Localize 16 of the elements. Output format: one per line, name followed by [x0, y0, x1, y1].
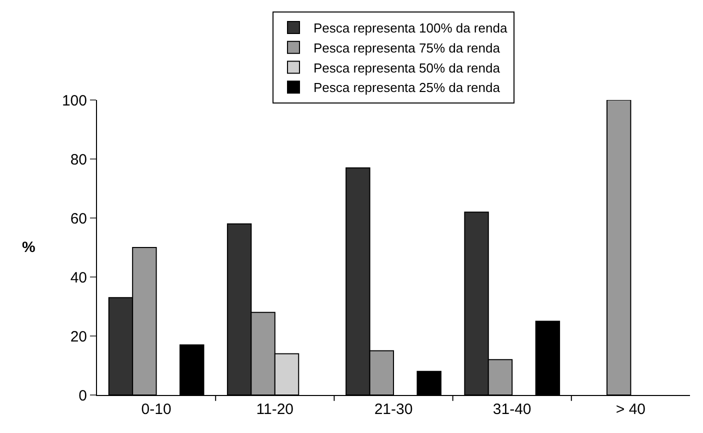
y-tick-label: 0 — [78, 387, 87, 404]
x-tick-label: 11-20 — [256, 401, 294, 418]
legend-label: Pesca representa 25% da renda — [314, 80, 501, 96]
y-tick-label: 60 — [70, 210, 87, 228]
x-tick-label: 0-10 — [141, 401, 172, 418]
legend-label: Pesca representa 100% da renda — [314, 20, 508, 36]
y-axis-title: % — [22, 239, 36, 256]
y-tick-label: 80 — [70, 151, 87, 168]
legend-label: Pesca representa 50% da renda — [314, 60, 501, 76]
legend-label: Pesca representa 75% da renda — [314, 40, 501, 56]
y-tick-label: 100 — [62, 92, 87, 110]
y-tick-label: 20 — [70, 328, 87, 346]
y-tick-label: 40 — [70, 269, 87, 286]
x-tick-label: > 40 — [616, 401, 646, 418]
x-tick-label: 31-40 — [492, 401, 532, 418]
x-tick-label: 21-30 — [374, 401, 413, 418]
